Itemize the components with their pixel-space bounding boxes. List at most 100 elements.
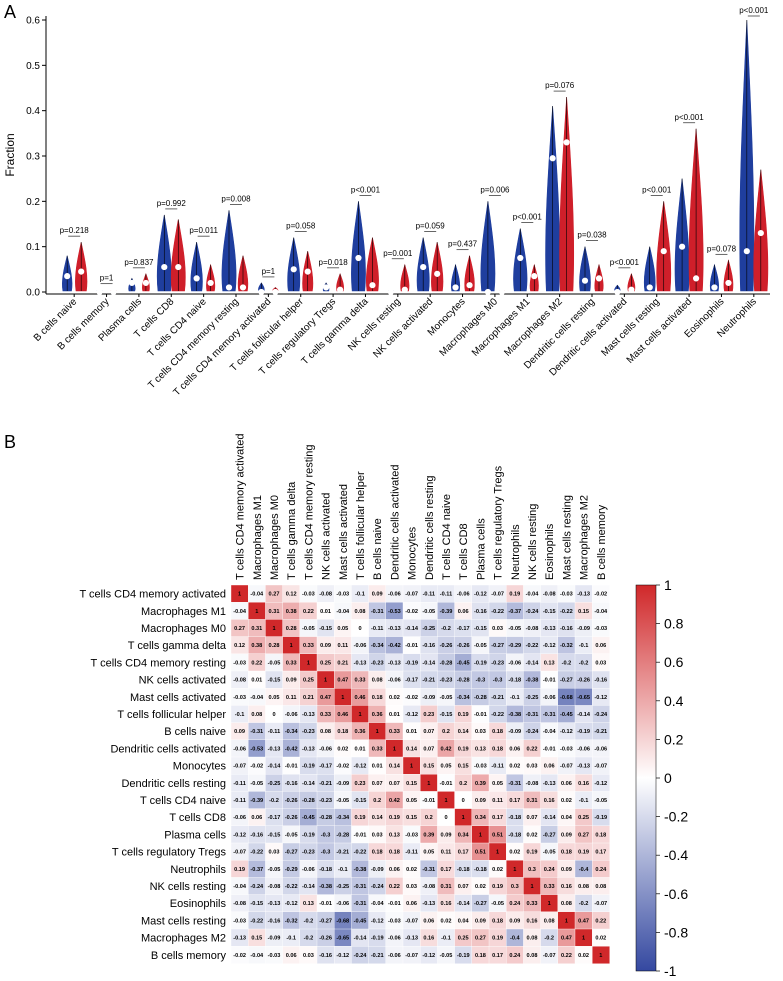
heatmap-cell-value: 0.17 [595, 850, 606, 856]
heatmap-cell-value: 0.22 [561, 953, 572, 959]
heatmap-cell-value: 1 [358, 712, 361, 718]
heatmap-cell-value: 0.11 [441, 850, 452, 856]
heatmap-cell-value: -0.07 [560, 764, 573, 770]
heatmap-cell-value: 0 [462, 798, 465, 804]
heatmap-cell-value: 0.08 [527, 953, 538, 959]
heatmap-cell-value: -0.16 [422, 643, 435, 649]
x-tick-label: NK cells activated [371, 296, 435, 360]
heatmap-cell-value: -0.15 [268, 832, 281, 838]
median-point [517, 254, 524, 262]
heatmap-cell-value: 0.15 [578, 609, 589, 615]
heatmap-cell-value: 0.31 [441, 884, 452, 890]
heatmap-cell-value: 0.05 [441, 764, 452, 770]
heatmap-cell-value: 0.18 [561, 850, 572, 856]
heatmap-cell-value: -0.07 [405, 918, 418, 924]
colorbar-tick-label: -0.6 [664, 886, 688, 902]
heatmap-col-label: Macrophages M1 [252, 495, 264, 580]
heatmap-cell-value: 0.27 [234, 626, 245, 632]
median-point [549, 155, 556, 162]
heatmap-cell-value: 1 [255, 609, 258, 615]
heatmap-cell-value: 0.09 [561, 867, 572, 873]
heatmap-col-label: T cells follicular helper [355, 471, 367, 580]
heatmap-cell-value: 0.12 [286, 592, 297, 598]
heatmap-cell-value: 0.13 [544, 660, 555, 666]
heatmap-cell-value: 0.2 [442, 729, 450, 735]
heatmap-cell-value: 0.17 [492, 953, 503, 959]
heatmap-row-label: NK cells resting [150, 881, 226, 893]
heatmap-cell-value: -0.22 [560, 609, 573, 615]
heatmap-cell-value: 0.08 [251, 712, 262, 718]
heatmap-cell-value: -0.24 [371, 884, 385, 890]
heatmap-cell-value: -0.27 [543, 832, 556, 838]
y-tick-label: 0.2 [26, 197, 40, 208]
heatmap-col-label: T cells gamma delta [286, 481, 298, 580]
heatmap-cell-value: 0.31 [527, 798, 538, 804]
heatmap-cell-value: -0.45 [302, 815, 315, 821]
heatmap-cell-value: -0.12 [285, 901, 298, 907]
heatmap-col-label: NK cells resting [527, 504, 539, 580]
heatmap-cell-value: -0.14 [302, 781, 316, 787]
heatmap-cell-value: -0.01 [285, 764, 298, 770]
heatmap-cell-value: 0.02 [492, 867, 503, 873]
heatmap-cell-value: 0.46 [337, 712, 348, 718]
heatmap-cell-value: 0.06 [561, 781, 572, 787]
heatmap-row-label: Dendritic cells resting [121, 778, 226, 790]
heatmap-cell-value: -0.06 [319, 746, 332, 752]
heatmap-cell-value: 0.03 [269, 850, 280, 856]
heatmap-cell-value: 0.16 [544, 798, 555, 804]
heatmap-cell-value: 0.24 [595, 867, 607, 873]
pvalue-label: p=0.076 [545, 81, 575, 90]
heatmap-cell-value: -0.06 [302, 867, 315, 873]
heatmap-cell-value: 0.02 [441, 918, 452, 924]
heatmap-cell-value: -0.1 [579, 643, 589, 649]
heatmap-cell-value: -0.05 [594, 798, 607, 804]
heatmap-cell-value: 1 [530, 884, 533, 890]
heatmap-cell-value: -0.01 [440, 781, 453, 787]
heatmap-cell-value: 0.25 [578, 815, 589, 821]
heatmap-cell-value: 0.08 [527, 936, 538, 942]
heatmap-cell-value: 0.51 [492, 832, 503, 838]
heatmap-cell-value: -0.13 [543, 626, 556, 632]
heatmap-row-label: Monocytes [173, 761, 227, 773]
heatmap-cell-value: -0.32 [285, 918, 298, 924]
heatmap-cell-value: -0.25 [336, 884, 349, 890]
heatmap-cell-value: -0.34 [336, 815, 350, 821]
heatmap-cell-value: 1 [462, 815, 465, 821]
heatmap-cell-value: -0.23 [302, 850, 315, 856]
heatmap-cell-value: -0.18 [319, 867, 332, 873]
heatmap-cell-value: -0.27 [474, 901, 487, 907]
heatmap-cell-value: -0.38 [508, 712, 521, 718]
heatmap-cell-value: 0.17 [458, 850, 469, 856]
heatmap-cell-value: 0.19 [527, 850, 538, 856]
heatmap-cell-value: -0.09 [577, 626, 590, 632]
heatmap-cell-value: 0.08 [578, 884, 589, 890]
heatmap-cell-value: 1 [548, 901, 551, 907]
heatmap-cell-value: -0.2 [579, 901, 589, 907]
heatmap-cell-value: 0.19 [355, 815, 366, 821]
heatmap-cell-value: 0.16 [527, 918, 538, 924]
heatmap-cell-value: -0.01 [354, 832, 367, 838]
heatmap-cell-value: -0.1 [441, 936, 451, 942]
heatmap-cell-value: 0 [444, 815, 447, 821]
heatmap-cell-value: 1 [410, 764, 413, 770]
heatmap-cell-value: 0.25 [303, 678, 314, 684]
heatmap-cell-value: 0.36 [372, 712, 383, 718]
heatmap-cell-value: 1 [479, 832, 482, 838]
heatmap-cell-value: -0.01 [543, 678, 556, 684]
heatmap-cell-value: -0.3 [493, 678, 503, 684]
heatmap-cell-value: 0.46 [355, 695, 366, 701]
heatmap-cell [592, 946, 610, 964]
heatmap-col-label: Monocytes [407, 526, 419, 580]
heatmap-cell-value: -0.28 [302, 798, 315, 804]
heatmap-cell-value: 1 [513, 867, 516, 873]
heatmap-cell-value: -0.16 [474, 609, 487, 615]
heatmap-cell-value: -0.13 [422, 901, 435, 907]
heatmap-cell-value: 0.18 [372, 850, 383, 856]
heatmap-cell-value: -0.04 [250, 592, 264, 598]
heatmap-cell-value: -0.12 [233, 832, 246, 838]
heatmap-cell-value: -0.29 [285, 867, 298, 873]
heatmap-cell-value: -0.09 [268, 936, 281, 942]
heatmap-cell-value: -0.13 [233, 936, 246, 942]
heatmap-cell-value: 0.24 [509, 901, 521, 907]
heatmap-cell-value: 0.04 [458, 918, 470, 924]
